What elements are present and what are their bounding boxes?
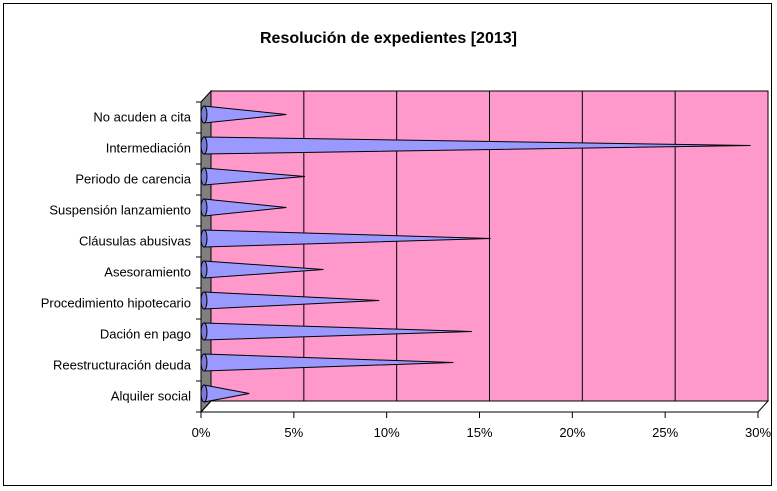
category-label: Procedimiento hipotecario [41,296,191,311]
category-label: Dación en pago [100,327,191,342]
x-tick-label: 5% [284,425,303,440]
bar-base [200,384,208,403]
category-label: Asesoramiento [104,265,191,280]
chart-title: Resolución de expedientes [2013] [260,30,517,47]
x-tick-label: 10% [374,425,400,440]
bar-base [200,291,208,310]
category-label: Periodo de carencia [75,172,191,187]
plot-floor [199,400,770,413]
bar-base [200,136,208,155]
category-label: Intermediación [106,141,191,156]
bar-base [200,260,208,279]
x-tick-label: 15% [466,425,492,440]
bar-base [200,229,208,248]
category-label: Suspensión lanzamiento [49,203,191,218]
x-tick-label: 25% [652,425,678,440]
bar-base [200,322,208,341]
x-tick-label: 20% [559,425,585,440]
bar-base [200,198,208,217]
x-tick-label: 30% [745,425,771,440]
category-label: Alquiler social [111,389,191,404]
category-label: No acuden a cita [93,110,191,125]
bar-base [200,167,208,186]
category-label: Cláusulas abusivas [79,234,192,249]
bar-base [200,105,208,124]
category-label: Reestructuración deuda [53,358,192,373]
x-tick-label: 0% [192,425,211,440]
bar-base [200,353,208,372]
